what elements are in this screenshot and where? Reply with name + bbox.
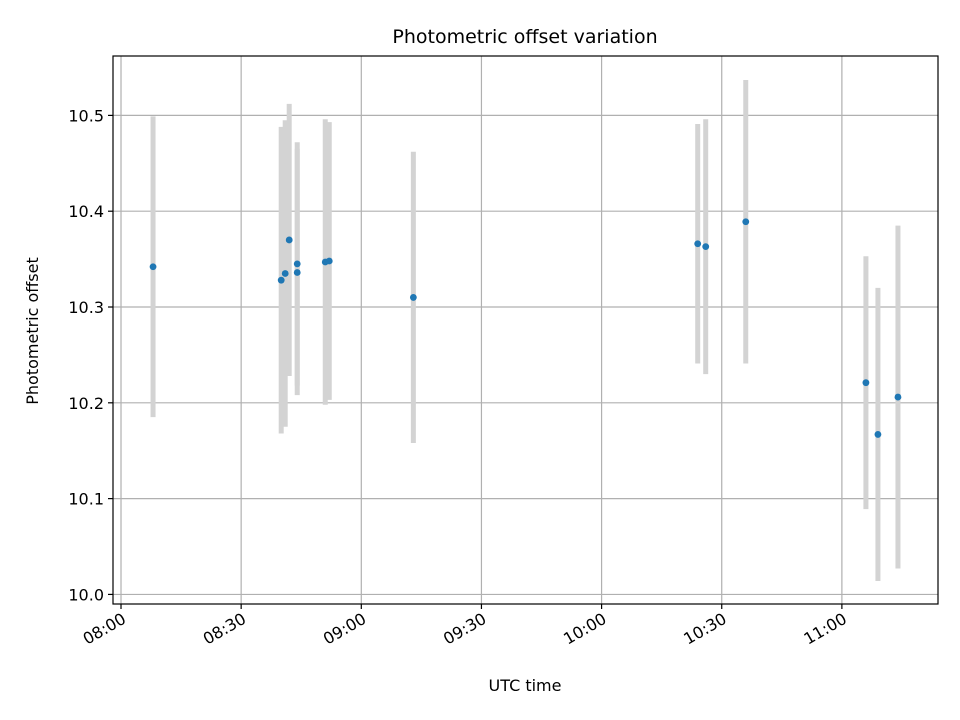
data-point — [149, 263, 157, 271]
y-axis-label: Photometric offset — [23, 257, 42, 405]
y-tick-label: 10.4 — [68, 202, 104, 221]
y-tick-label: 10.3 — [68, 298, 104, 317]
data-point — [874, 431, 882, 438]
chart-title: Photometric offset variation — [392, 26, 657, 48]
data-point — [325, 257, 333, 265]
data-point — [702, 243, 710, 251]
data-point — [285, 236, 293, 244]
data-point — [281, 270, 289, 277]
point-layer — [149, 218, 902, 438]
plot-frame — [112, 55, 939, 605]
data-point — [742, 218, 750, 226]
y-tick-label: 10.1 — [68, 490, 104, 509]
data-point — [293, 269, 301, 276]
y-tick-label: 10.5 — [68, 106, 104, 125]
y-tick-label: 10.2 — [68, 394, 104, 413]
grid-layer — [113, 56, 938, 604]
data-point — [862, 379, 870, 387]
data-point — [694, 240, 702, 248]
x-axis-label: UTC time — [489, 676, 562, 695]
data-point — [894, 393, 902, 401]
data-point — [293, 260, 301, 268]
data-point — [409, 294, 417, 301]
y-tick-label: 10.0 — [68, 585, 104, 604]
data-point — [277, 276, 285, 284]
